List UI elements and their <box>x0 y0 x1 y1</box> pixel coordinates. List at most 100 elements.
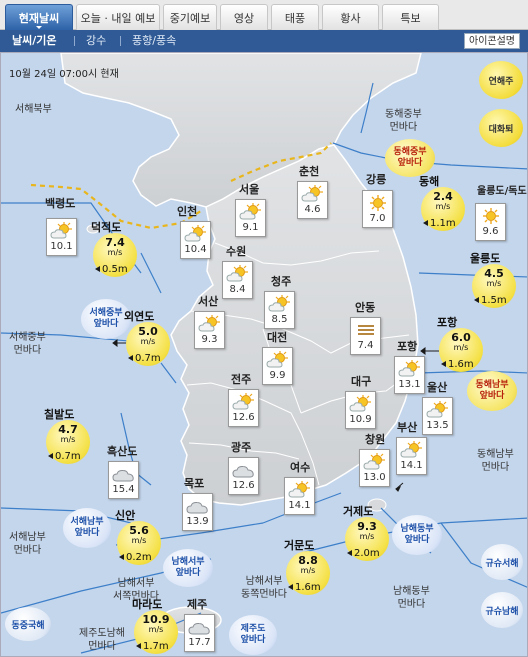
tab-yellow-dust[interactable]: 황사 <box>322 4 379 30</box>
tab-warnings[interactable]: 특보 <box>382 4 439 30</box>
city-name: 수원 <box>226 245 247 258</box>
observation-time: 10월 24일 07:00시 현재 <box>9 69 119 80</box>
wind-unit: m/s <box>300 566 316 575</box>
region-button-kyushu-west[interactable]: 규슈서해 <box>481 544 523 580</box>
zone-west-south-near[interactable]: 서해남부 앞바다 <box>63 508 111 548</box>
buoy-marker[interactable] <box>46 420 90 464</box>
zone-east-south-near[interactable]: 동해남부 앞바다 <box>467 371 517 411</box>
city-weather-box[interactable]: 12.6 <box>228 457 259 495</box>
zone-west-central-near[interactable]: 서해중부 앞바다 <box>81 299 131 339</box>
buoy-name: 울릉도 <box>470 252 501 265</box>
city-weather-box[interactable]: 12.6 <box>228 389 259 427</box>
buoy-wind-speed: 10.9 m/s <box>140 614 172 634</box>
city-temperature: 9.1 <box>242 222 259 233</box>
buoy-wave-height: 1.5m <box>474 295 507 306</box>
tab-current-weather[interactable]: 현재날씨 <box>5 4 73 30</box>
buoy-marker[interactable] <box>345 517 389 561</box>
buoy-wind-speed: 4.5 m/s <box>478 268 510 288</box>
city-name: 여수 <box>290 461 311 474</box>
cloudy-icon <box>187 622 210 635</box>
city-weather-box[interactable]: 8.4 <box>222 261 253 299</box>
city-weather-box[interactable]: 9.1 <box>235 199 266 237</box>
city-name: 목포 <box>184 477 205 490</box>
wind-value: 4.7 <box>58 423 78 436</box>
city-weather-box[interactable]: 7.0 <box>362 190 393 228</box>
partly-cloudy-icon <box>287 481 310 498</box>
buoy-marker[interactable] <box>134 610 178 654</box>
city-weather-box[interactable]: 9.9 <box>262 347 293 385</box>
city-weather-box[interactable]: 4.6 <box>297 181 328 219</box>
sea-label-east-central-far: 동해중부 먼바다 <box>385 109 422 133</box>
buoy-wind-speed: 2.4 m/s <box>427 191 459 211</box>
buoy-wind-speed: 6.0 m/s <box>445 332 477 352</box>
city-weather-box[interactable]: 8.5 <box>264 291 295 329</box>
city-name: 백령도 <box>45 197 76 210</box>
city-weather-box[interactable]: 10.1 <box>46 218 77 256</box>
zone-south-west-near[interactable]: 남해서부 앞바다 <box>163 549 213 587</box>
city-weather-box[interactable]: 10.9 <box>345 391 376 429</box>
region-button-primorye[interactable]: 연해주 <box>479 61 523 99</box>
zone-south-east-near[interactable]: 남해동부 앞바다 <box>392 515 442 555</box>
pointer-icon <box>474 297 479 303</box>
city-weather-box[interactable]: 9.3 <box>194 311 225 349</box>
pointer-icon <box>128 355 133 361</box>
city-weather-box[interactable]: 13.9 <box>182 493 213 531</box>
subtab-weather-temp[interactable]: 날씨/기온 <box>12 34 57 47</box>
sunny-icon <box>482 208 499 224</box>
city-weather-box[interactable]: 10.4 <box>180 221 211 259</box>
pointer-icon <box>288 584 293 590</box>
wind-value: 5.0 <box>138 325 158 338</box>
buoy-marker[interactable] <box>472 264 516 308</box>
tab-label: 태풍 <box>284 11 306 25</box>
city-temperature: 8.4 <box>229 284 246 295</box>
wind-unit: m/s <box>131 536 147 545</box>
buoy-name: 거문도 <box>284 539 315 552</box>
tab-typhoon[interactable]: 태풍 <box>271 4 319 30</box>
city-temperature: 14.1 <box>288 500 311 511</box>
city-weather-box[interactable]: 13.5 <box>422 397 453 435</box>
region-button-yamato-bank[interactable]: 대화퇴 <box>479 109 523 147</box>
buoy-marker[interactable] <box>439 328 483 372</box>
zone-east-central-near[interactable]: 동해중부 앞바다 <box>385 139 435 177</box>
icon-legend-button[interactable]: 아이콘설명 <box>464 33 520 49</box>
city-name: 서울 <box>239 183 260 196</box>
buoy-marker[interactable] <box>117 521 161 565</box>
tab-midterm[interactable]: 중기예보 <box>163 4 217 30</box>
partly-cloudy-icon <box>397 360 420 377</box>
city-weather-box[interactable]: 13.1 <box>394 356 425 394</box>
subtab-wind[interactable]: 풍향/풍속 <box>132 34 177 47</box>
partly-cloudy-icon <box>238 203 261 220</box>
buoy-marker[interactable] <box>126 322 170 366</box>
region-button-east-china-sea[interactable]: 동중국해 <box>5 607 51 641</box>
city-temperature: 13.1 <box>398 379 421 390</box>
buoy-wind-speed: 9.3 m/s <box>351 521 383 541</box>
city-temperature: 13.9 <box>186 516 209 527</box>
buoy-wave-height: 1.6m <box>288 582 321 593</box>
city-weather-box[interactable]: 14.1 <box>284 477 315 515</box>
buoy-name: 칠발도 <box>44 408 75 421</box>
city-weather-box[interactable]: 9.6 <box>475 203 506 241</box>
city-name: 광주 <box>231 441 252 454</box>
buoy-name: 포항 <box>437 316 458 329</box>
city-temperature: 8.5 <box>271 314 288 325</box>
city-weather-box[interactable]: 13.0 <box>359 449 390 487</box>
city-weather-box[interactable]: 7.4 <box>350 317 381 355</box>
buoy-marker[interactable] <box>286 551 330 595</box>
city-weather-box[interactable]: 14.1 <box>396 437 427 475</box>
partly-cloudy-icon <box>265 351 288 368</box>
partly-cloudy-icon <box>399 441 422 458</box>
city-temperature: 9.9 <box>269 370 286 381</box>
subtab-precipitation[interactable]: 강수 <box>86 34 107 47</box>
buoy-wave-height: 0.7m <box>48 451 81 462</box>
caret-down-icon <box>36 26 42 29</box>
region-button-kyushu-south[interactable]: 규슈남해 <box>481 592 523 628</box>
buoy-marker[interactable] <box>93 233 137 277</box>
buoy-marker[interactable] <box>421 187 465 231</box>
city-name: 안동 <box>355 301 376 314</box>
city-weather-box[interactable]: 17.7 <box>184 614 215 652</box>
partly-cloudy-icon <box>300 185 323 202</box>
tab-imagery[interactable]: 영상 <box>220 4 268 30</box>
zone-jeju-near[interactable]: 제주도 앞바다 <box>229 615 277 655</box>
tab-today-tomorrow[interactable]: 오늘 · 내일 예보 <box>76 4 160 30</box>
city-weather-box[interactable]: 15.4 <box>108 461 139 499</box>
